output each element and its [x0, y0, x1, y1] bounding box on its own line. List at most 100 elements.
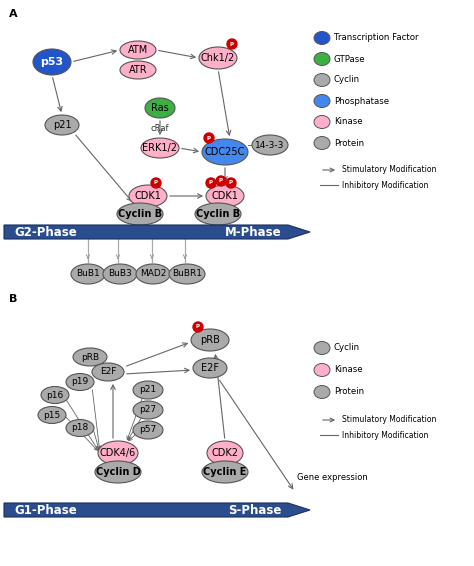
Text: BuB3: BuB3: [108, 269, 132, 278]
Ellipse shape: [141, 138, 179, 158]
Ellipse shape: [314, 115, 330, 128]
Text: E2F: E2F: [201, 363, 219, 373]
Ellipse shape: [202, 461, 248, 483]
Text: ERK1/2: ERK1/2: [143, 143, 177, 153]
Ellipse shape: [195, 203, 241, 225]
Ellipse shape: [145, 98, 175, 118]
Text: A: A: [9, 9, 18, 19]
Circle shape: [206, 178, 216, 188]
Text: BuBR1: BuBR1: [172, 269, 202, 278]
Text: Chk1/2: Chk1/2: [201, 53, 235, 63]
Ellipse shape: [314, 136, 330, 149]
Text: P: P: [230, 41, 234, 46]
Ellipse shape: [41, 387, 69, 404]
Circle shape: [204, 133, 214, 143]
Circle shape: [227, 39, 237, 49]
Ellipse shape: [193, 358, 227, 378]
Text: MAD2: MAD2: [140, 269, 166, 278]
Text: Inhibitory Modification: Inhibitory Modification: [342, 181, 428, 190]
Text: Transcription Factor: Transcription Factor: [334, 33, 419, 42]
Text: G1-Phase: G1-Phase: [14, 504, 77, 517]
Text: Kinase: Kinase: [334, 118, 363, 126]
Text: Phosphatase: Phosphatase: [334, 96, 389, 105]
Text: p18: p18: [72, 423, 89, 432]
Ellipse shape: [120, 41, 156, 59]
Ellipse shape: [191, 329, 229, 351]
Ellipse shape: [202, 139, 248, 165]
Text: Protein: Protein: [334, 139, 364, 148]
Circle shape: [216, 176, 226, 186]
Text: CDK4/6: CDK4/6: [100, 448, 136, 458]
Text: CDK1: CDK1: [211, 191, 238, 201]
Ellipse shape: [133, 421, 163, 439]
Ellipse shape: [120, 61, 156, 79]
Text: Gene expression: Gene expression: [297, 474, 368, 482]
Ellipse shape: [252, 135, 288, 155]
Text: CDK1: CDK1: [135, 191, 162, 201]
Text: P: P: [229, 181, 233, 186]
Text: p57: p57: [139, 426, 156, 435]
Text: p27: p27: [139, 405, 156, 414]
Ellipse shape: [117, 203, 163, 225]
Ellipse shape: [38, 406, 66, 423]
Text: p21: p21: [139, 385, 156, 395]
Ellipse shape: [73, 348, 107, 366]
FancyArrow shape: [4, 503, 310, 517]
Ellipse shape: [314, 363, 330, 376]
Text: p19: p19: [72, 378, 89, 387]
Text: Cyclin E: Cyclin E: [203, 467, 246, 477]
Text: 14-3-3: 14-3-3: [255, 140, 285, 149]
Ellipse shape: [95, 461, 141, 483]
Ellipse shape: [314, 95, 330, 108]
Circle shape: [193, 322, 203, 332]
Text: ATM: ATM: [128, 45, 148, 55]
Text: p21: p21: [53, 120, 71, 130]
Text: GTPase: GTPase: [334, 54, 365, 63]
Text: M-Phase: M-Phase: [225, 225, 282, 238]
Text: S-Phase: S-Phase: [228, 504, 282, 517]
Ellipse shape: [207, 441, 243, 465]
Ellipse shape: [133, 381, 163, 399]
Ellipse shape: [66, 419, 94, 436]
Ellipse shape: [33, 49, 71, 75]
Circle shape: [151, 178, 161, 188]
Ellipse shape: [45, 115, 79, 135]
Ellipse shape: [103, 264, 137, 284]
Ellipse shape: [199, 47, 237, 69]
Text: pRB: pRB: [81, 353, 99, 362]
Ellipse shape: [66, 374, 94, 391]
Text: Ras: Ras: [151, 103, 169, 113]
Text: Inhibitory Modification: Inhibitory Modification: [342, 431, 428, 440]
Text: p16: p16: [46, 391, 64, 400]
Text: Protein: Protein: [334, 388, 364, 397]
Text: ATR: ATR: [128, 65, 147, 75]
Text: P: P: [154, 181, 158, 186]
Text: p53: p53: [40, 57, 64, 67]
Text: Kinase: Kinase: [334, 366, 363, 375]
Text: Cyclin B: Cyclin B: [196, 209, 240, 219]
Text: pRB: pRB: [200, 335, 220, 345]
Ellipse shape: [314, 385, 330, 398]
Text: Stimulatory Modification: Stimulatory Modification: [342, 165, 437, 174]
Text: Cyclin D: Cyclin D: [96, 467, 140, 477]
Text: CDC25C: CDC25C: [205, 147, 245, 157]
Ellipse shape: [169, 264, 205, 284]
Ellipse shape: [314, 53, 330, 66]
Text: B: B: [9, 294, 18, 304]
Text: P: P: [209, 181, 213, 186]
Text: P: P: [207, 135, 211, 140]
Ellipse shape: [71, 264, 105, 284]
Text: Cyclin B: Cyclin B: [118, 209, 162, 219]
Text: Stimulatory Modification: Stimulatory Modification: [342, 415, 437, 424]
Text: P: P: [196, 324, 200, 329]
Text: cRaf: cRaf: [151, 124, 169, 133]
Text: p15: p15: [44, 410, 61, 419]
Text: CDK2: CDK2: [211, 448, 238, 458]
Text: P: P: [219, 178, 223, 183]
Text: G2-Phase: G2-Phase: [14, 225, 77, 238]
Ellipse shape: [314, 74, 330, 87]
Circle shape: [226, 178, 236, 188]
FancyArrow shape: [4, 225, 310, 239]
Ellipse shape: [92, 363, 124, 381]
Text: BuB1: BuB1: [76, 269, 100, 278]
